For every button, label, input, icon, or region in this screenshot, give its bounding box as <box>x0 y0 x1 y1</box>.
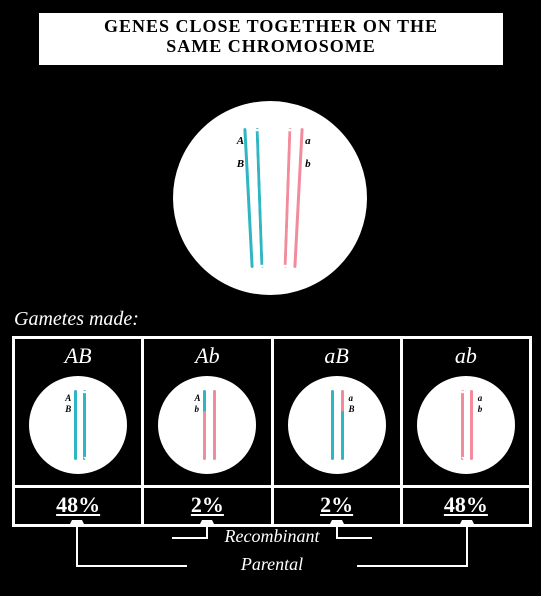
parental-label: Parental <box>192 554 352 575</box>
chromosome <box>74 390 77 461</box>
allele-label: a <box>305 136 311 147</box>
gamete-percent: 48% <box>15 485 141 524</box>
title-box: GENES CLOSE TOGETHER ON THE SAME CHROMOS… <box>36 10 506 68</box>
gamete-cell: ab <box>414 373 518 477</box>
allele-label: b <box>478 405 483 414</box>
gamete-cell: aB <box>285 373 389 477</box>
allele-label: A <box>194 394 200 403</box>
chromosome <box>294 128 304 268</box>
gametes-table: ABAB48%AbAb2%aBaB2%abab48% <box>12 336 532 527</box>
chromosome <box>461 390 464 461</box>
allele-label: a <box>478 394 483 403</box>
gamete-cell: AB <box>26 373 130 477</box>
chromosome <box>213 390 216 461</box>
gamete-header: aB <box>274 339 400 371</box>
allele-label: b <box>305 159 311 170</box>
allele-label: a <box>349 394 354 403</box>
parent-cell: A Ba b <box>170 98 370 298</box>
allele-label: A <box>65 394 71 403</box>
allele-label: B <box>65 405 71 414</box>
chromosome <box>283 128 291 268</box>
chromosome <box>203 411 206 460</box>
gamete-column: AbAb2% <box>144 339 273 524</box>
annotation-area: Recombinant Parental <box>12 520 532 590</box>
gamete-header: ab <box>403 339 529 371</box>
chromosome <box>470 390 473 461</box>
gametes-made-label: Gametes made: <box>14 308 139 331</box>
gamete-header: Ab <box>144 339 270 371</box>
gamete-column: ABAB48% <box>15 339 144 524</box>
chromosome <box>331 390 334 461</box>
allele-label: b <box>194 405 199 414</box>
gamete-percent: 2% <box>274 485 400 524</box>
chromosome <box>256 128 264 268</box>
title-line1: GENES CLOSE TOGETHER ON THE <box>104 16 438 36</box>
allele-label: B <box>349 405 355 414</box>
gamete-column: aBaB2% <box>274 339 403 524</box>
title-line2: SAME CHROMOSOME <box>166 36 376 56</box>
gamete-percent: 48% <box>403 485 529 524</box>
allele-label: A <box>237 136 244 147</box>
allele-label: B <box>237 159 244 170</box>
gamete-column: abab48% <box>403 339 529 524</box>
gamete-cell: Ab <box>155 373 259 477</box>
chromosome <box>83 390 86 461</box>
recombinant-label: Recombinant <box>192 526 352 547</box>
gamete-header: AB <box>15 339 141 371</box>
gamete-percent: 2% <box>144 485 270 524</box>
chromosome <box>341 411 344 460</box>
chromosome <box>243 128 253 268</box>
